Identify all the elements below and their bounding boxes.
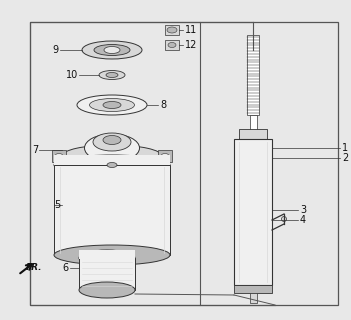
Ellipse shape xyxy=(167,27,177,33)
Text: 9: 9 xyxy=(52,45,58,55)
Text: 5: 5 xyxy=(54,200,60,210)
Text: 12: 12 xyxy=(185,40,197,50)
Ellipse shape xyxy=(99,70,125,79)
Text: FR.: FR. xyxy=(26,262,42,271)
Bar xyxy=(250,293,257,303)
Text: 4: 4 xyxy=(300,215,306,225)
Ellipse shape xyxy=(54,245,170,265)
Bar xyxy=(79,250,135,259)
Ellipse shape xyxy=(103,101,121,108)
Ellipse shape xyxy=(82,41,142,59)
Ellipse shape xyxy=(282,217,286,221)
Ellipse shape xyxy=(107,163,117,167)
Bar xyxy=(234,139,272,285)
Text: 6: 6 xyxy=(62,263,68,273)
Bar xyxy=(247,35,259,115)
Text: 2: 2 xyxy=(342,153,348,163)
Ellipse shape xyxy=(79,250,135,266)
Bar xyxy=(158,150,172,162)
Text: 3: 3 xyxy=(300,205,306,215)
Ellipse shape xyxy=(106,73,118,77)
Ellipse shape xyxy=(104,46,120,53)
Bar xyxy=(234,285,272,293)
Bar xyxy=(239,129,267,139)
Ellipse shape xyxy=(94,44,130,55)
Ellipse shape xyxy=(93,133,131,151)
Text: 11: 11 xyxy=(185,25,197,35)
Text: 10: 10 xyxy=(66,70,78,80)
Ellipse shape xyxy=(168,43,176,47)
Ellipse shape xyxy=(79,282,135,298)
Ellipse shape xyxy=(54,155,170,175)
Text: 7: 7 xyxy=(32,145,38,155)
Bar xyxy=(30,22,338,305)
Bar xyxy=(250,115,257,130)
Ellipse shape xyxy=(103,135,121,145)
Text: 1: 1 xyxy=(342,143,348,153)
Bar xyxy=(52,150,66,162)
Bar xyxy=(54,165,170,255)
Ellipse shape xyxy=(90,99,134,111)
Ellipse shape xyxy=(77,95,147,115)
Bar xyxy=(79,258,135,290)
Bar xyxy=(165,25,179,35)
Bar xyxy=(54,155,170,165)
Ellipse shape xyxy=(62,145,162,167)
Text: 8: 8 xyxy=(160,100,166,110)
Ellipse shape xyxy=(85,134,139,162)
Bar xyxy=(165,40,179,50)
Ellipse shape xyxy=(55,154,63,158)
Ellipse shape xyxy=(161,154,169,158)
Bar xyxy=(30,22,200,305)
